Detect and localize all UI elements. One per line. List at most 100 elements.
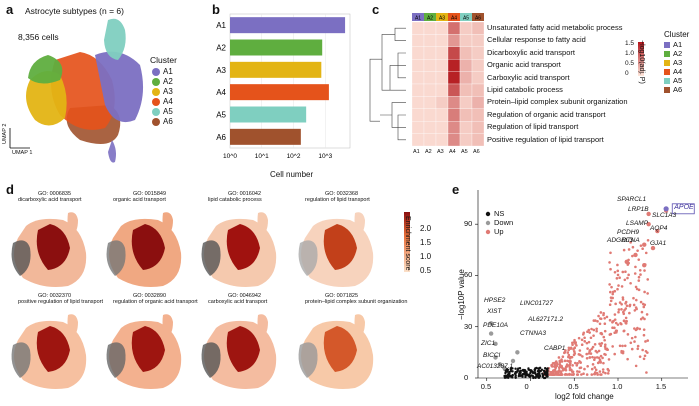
volcano-point-up	[630, 336, 634, 340]
volcano-point-up	[636, 347, 640, 351]
volcano-point-up	[617, 308, 621, 311]
enrichment-legend-tick: 1.0	[420, 252, 432, 261]
volcano-point-down	[497, 362, 503, 367]
volcano-point-up	[634, 364, 638, 368]
cluster-a2-region	[28, 55, 63, 84]
volcano-point-up	[599, 332, 602, 335]
volcano-point-up	[567, 355, 570, 359]
volcano-point-up	[638, 268, 642, 272]
umap-axes	[9, 128, 30, 149]
enrichment-map	[106, 314, 182, 389]
volcano-gene-label: XIST	[487, 308, 502, 315]
enrichment-legend-tick: 1.5	[420, 238, 432, 247]
volcano-point-up	[644, 251, 648, 255]
volcano-point-up	[578, 370, 581, 374]
volcano-point-ns	[541, 373, 544, 377]
volcano-point-up	[588, 356, 592, 359]
volcano-point-up	[560, 360, 564, 363]
volcano-point-up	[646, 239, 650, 242]
heatmap-cluster-label: A5	[673, 76, 683, 85]
volcano-point-ns	[540, 368, 544, 371]
volcano-gene-label: LINC01727	[520, 300, 553, 307]
volcano-point-up	[615, 277, 619, 280]
bar-category-label: A4	[216, 88, 226, 97]
volcano-point-up	[599, 317, 603, 321]
volcano-point-up	[642, 305, 646, 309]
volcano-point-ns	[532, 375, 535, 379]
bar-category-label: A5	[216, 111, 226, 120]
volcano-point-up	[575, 373, 579, 376]
volcano-point-up	[613, 270, 617, 274]
volcano-point-up	[561, 355, 565, 359]
volcano-gene-label: GJA1	[650, 240, 667, 247]
bar-category-label: A3	[216, 66, 226, 75]
volcano-point-up	[634, 306, 638, 309]
volcano-gene-label: PCDH9	[617, 229, 640, 236]
volcano-point-up	[567, 346, 571, 350]
volcano-point-ns	[527, 368, 530, 371]
volcano-legend-label: Up	[494, 227, 504, 236]
heatmap-col-label: A2	[425, 149, 432, 155]
legend-label: A2	[163, 77, 173, 86]
volcano-point-up	[576, 361, 579, 365]
volcano-point-up	[640, 310, 644, 314]
enrichment-map-term: organic acid transport	[113, 197, 166, 203]
volcano-point-ns	[521, 369, 524, 372]
volcano-point-up	[598, 322, 602, 326]
volcano-point-up	[572, 353, 576, 357]
volcano-point-up	[596, 320, 599, 323]
volcano-point-ns	[535, 366, 538, 370]
volcano-point-up	[616, 273, 620, 277]
volcano-point-up	[566, 351, 570, 354]
enrichment-map-id: GO: 0015849	[133, 191, 167, 197]
volcano-point-down	[502, 365, 507, 370]
legend-item-a4: A4	[152, 97, 173, 106]
bar-a4	[230, 84, 329, 101]
volcano-point-up	[623, 278, 627, 282]
volcano-point-up	[593, 343, 597, 346]
enrichment-map-id: GO: 0071825	[325, 293, 359, 299]
volcano-point-ns	[504, 371, 507, 375]
bar-a3	[230, 61, 322, 78]
volcano-point-down	[510, 358, 516, 364]
volcano-gene-label: CTNNA3	[520, 330, 547, 337]
volcano-point-up	[585, 373, 589, 376]
legend-item-a3: A3	[152, 87, 173, 96]
volcano-point-up	[553, 368, 556, 372]
enrichment-map-term: protein–lipid complex subunit organizati…	[305, 299, 408, 305]
panel-label-c: c	[372, 2, 380, 17]
volcano-point-ns	[546, 375, 549, 378]
volcano-point-up	[602, 370, 605, 374]
volcano-point-up	[601, 368, 605, 371]
volcano-point-up	[623, 344, 627, 348]
volcano-point-ns	[542, 369, 546, 373]
volcano-point-up	[554, 360, 558, 363]
volcano-point-top	[646, 221, 651, 227]
heatmap-row-label: Unsaturated fatty acid metabolic process	[487, 23, 623, 32]
heatmap-legend-tick: 1.0	[625, 50, 635, 57]
enrichment-map-term: positive regulation of lipid transport	[18, 299, 103, 305]
heatmap-row-label: Regulation of lipid transport	[487, 122, 579, 132]
volcano-point-up	[637, 258, 641, 261]
volcano-point-up	[636, 344, 640, 348]
volcano-point-up	[590, 327, 593, 331]
volcano-point-up	[553, 373, 557, 376]
enrichment-legend-tick: 0.5	[420, 266, 432, 275]
volcano-x-tick: 0.5	[480, 382, 492, 391]
volcano-point-up	[636, 326, 639, 330]
volcano-point-ns	[524, 373, 527, 377]
heatmap-cell	[471, 133, 485, 147]
heatmap-cluster-label: A3	[673, 58, 683, 67]
enrichment-map	[201, 314, 277, 389]
volcano-gene-label: HPSE2	[484, 297, 506, 304]
heatmap-cluster-label: A2	[673, 49, 683, 58]
volcano-y-tick: 60	[464, 270, 473, 280]
volcano-point-up	[573, 350, 576, 353]
volcano-point-ns	[534, 375, 537, 379]
volcano-point-up	[604, 343, 607, 347]
volcano-point-top	[642, 263, 647, 268]
volcano-point-up	[568, 357, 572, 360]
volcano-point-ns	[534, 372, 537, 375]
legend-swatch	[152, 97, 160, 106]
volcano-point-up	[563, 359, 567, 363]
